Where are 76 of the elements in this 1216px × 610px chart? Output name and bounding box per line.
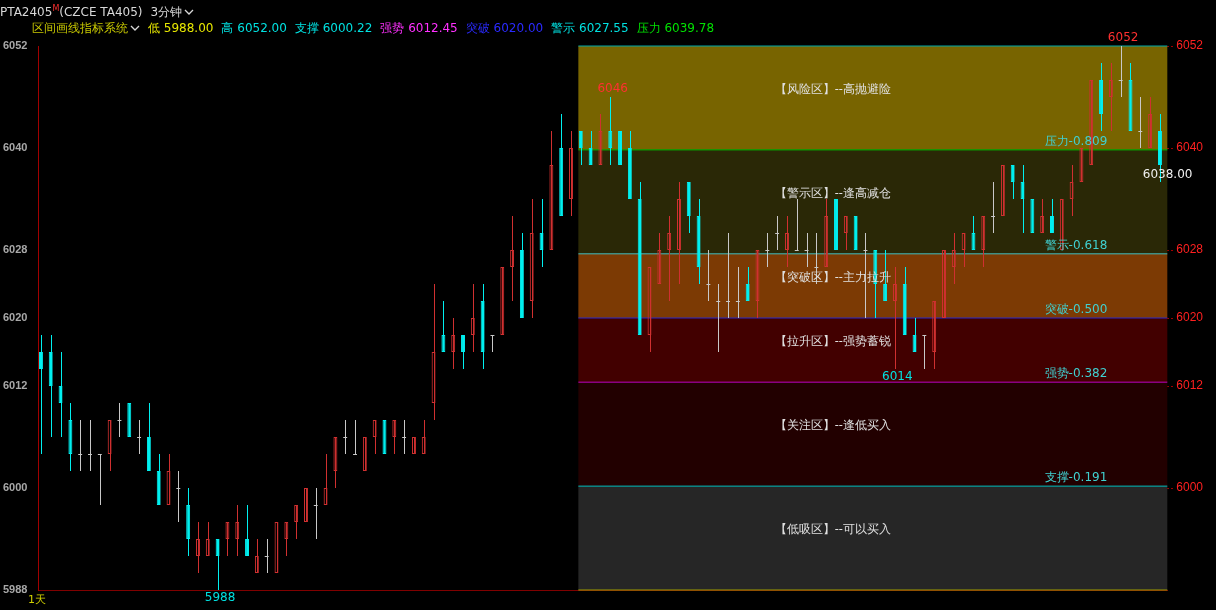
candlestick	[921, 334, 927, 370]
candlestick	[352, 419, 358, 455]
ref-line-label: 支撑-0.191	[1044, 470, 1108, 485]
y2-tick-label: 6020	[1176, 310, 1204, 325]
candlestick	[745, 266, 750, 302]
y-tick-label: 6028	[2, 243, 28, 256]
ref-line-label: 强势-0.382	[1044, 366, 1108, 381]
candlestick	[58, 351, 63, 438]
y2-tick-label: 6040	[1176, 140, 1204, 155]
text: 强势 6012.45	[380, 20, 458, 37]
candlestick	[136, 419, 142, 455]
band-label: 【拉升区】--强势蓄锐	[774, 334, 891, 349]
y2-tick-label: 6028	[1176, 242, 1204, 257]
candlestick	[461, 334, 465, 370]
candlestick	[804, 232, 810, 268]
ref-line-label: 压力-0.809	[1044, 133, 1108, 148]
annotation: 6052	[1107, 30, 1139, 45]
y-tick-label: 6000	[2, 481, 28, 494]
text: 支撑 6000.22	[294, 20, 373, 37]
candlestick	[175, 470, 181, 523]
band-label: 【低吸区】--可以买入	[774, 522, 891, 537]
text: 低 5988.00	[148, 20, 214, 37]
chart-title: PTA2405$^{M}$(CZCE TA405)	[0, 3, 143, 21]
candlestick	[401, 419, 407, 455]
candlestick	[441, 300, 446, 353]
candlestick	[1118, 45, 1124, 98]
candlestick	[97, 453, 103, 506]
candlestick	[116, 402, 122, 438]
text: 1天	[28, 592, 46, 607]
text: 警示 6027.55	[551, 20, 629, 37]
candlestick	[539, 198, 544, 268]
text: 区间画线指标系统	[32, 20, 129, 37]
candlestick	[38, 334, 43, 455]
ref-line-label: 突破-0.500	[1044, 302, 1108, 317]
y-tick-label: 6020	[2, 311, 28, 324]
candlestick	[264, 538, 270, 574]
candlestick	[342, 419, 348, 455]
band-label: 【警示区】--逢高减仓	[774, 185, 891, 200]
y2-tick-label: 6000	[1176, 480, 1204, 495]
chart-subtitle: 3分钟	[150, 4, 184, 21]
candlestick	[794, 198, 800, 251]
y2-tick-label: 6012	[1176, 378, 1204, 393]
candlestick	[77, 419, 83, 472]
candlestick	[990, 181, 996, 234]
candlestick	[215, 538, 220, 591]
y-tick-label: 6040	[2, 141, 28, 154]
candlestick	[725, 232, 731, 319]
candlestick	[1050, 198, 1054, 234]
candlestick	[715, 283, 721, 353]
candlestick	[245, 504, 250, 557]
text: 高 6052.00	[221, 20, 287, 37]
annotation: 5988	[204, 590, 236, 605]
band-label: 【关注区】--逢低买入	[774, 418, 891, 433]
annotation: 6046	[597, 81, 628, 96]
candlestick	[971, 215, 976, 251]
candlestick	[774, 215, 780, 251]
annotation: 6014	[882, 369, 913, 384]
y-tick-label: 6012	[2, 379, 28, 392]
y-tick-label: 5988	[2, 583, 28, 596]
candlestick	[1010, 164, 1015, 200]
candlestick	[578, 130, 583, 166]
candlestick	[735, 266, 741, 319]
text: 压力 6039.78	[636, 20, 715, 37]
candlestick	[313, 487, 319, 540]
candlestick	[87, 419, 93, 472]
candlestick	[764, 232, 770, 268]
candlestick	[1137, 96, 1143, 149]
candlestick	[912, 317, 917, 353]
candlestick	[588, 130, 593, 166]
y2-tick-label: 6052	[1176, 38, 1204, 53]
candlestick	[705, 249, 711, 302]
band-label: 【风险区】--高抛避险	[774, 82, 891, 97]
candlestick	[490, 334, 495, 353]
candlestick	[608, 96, 613, 166]
text: 突破 6020.00	[465, 20, 544, 37]
y-tick-label: 6052	[2, 39, 28, 52]
